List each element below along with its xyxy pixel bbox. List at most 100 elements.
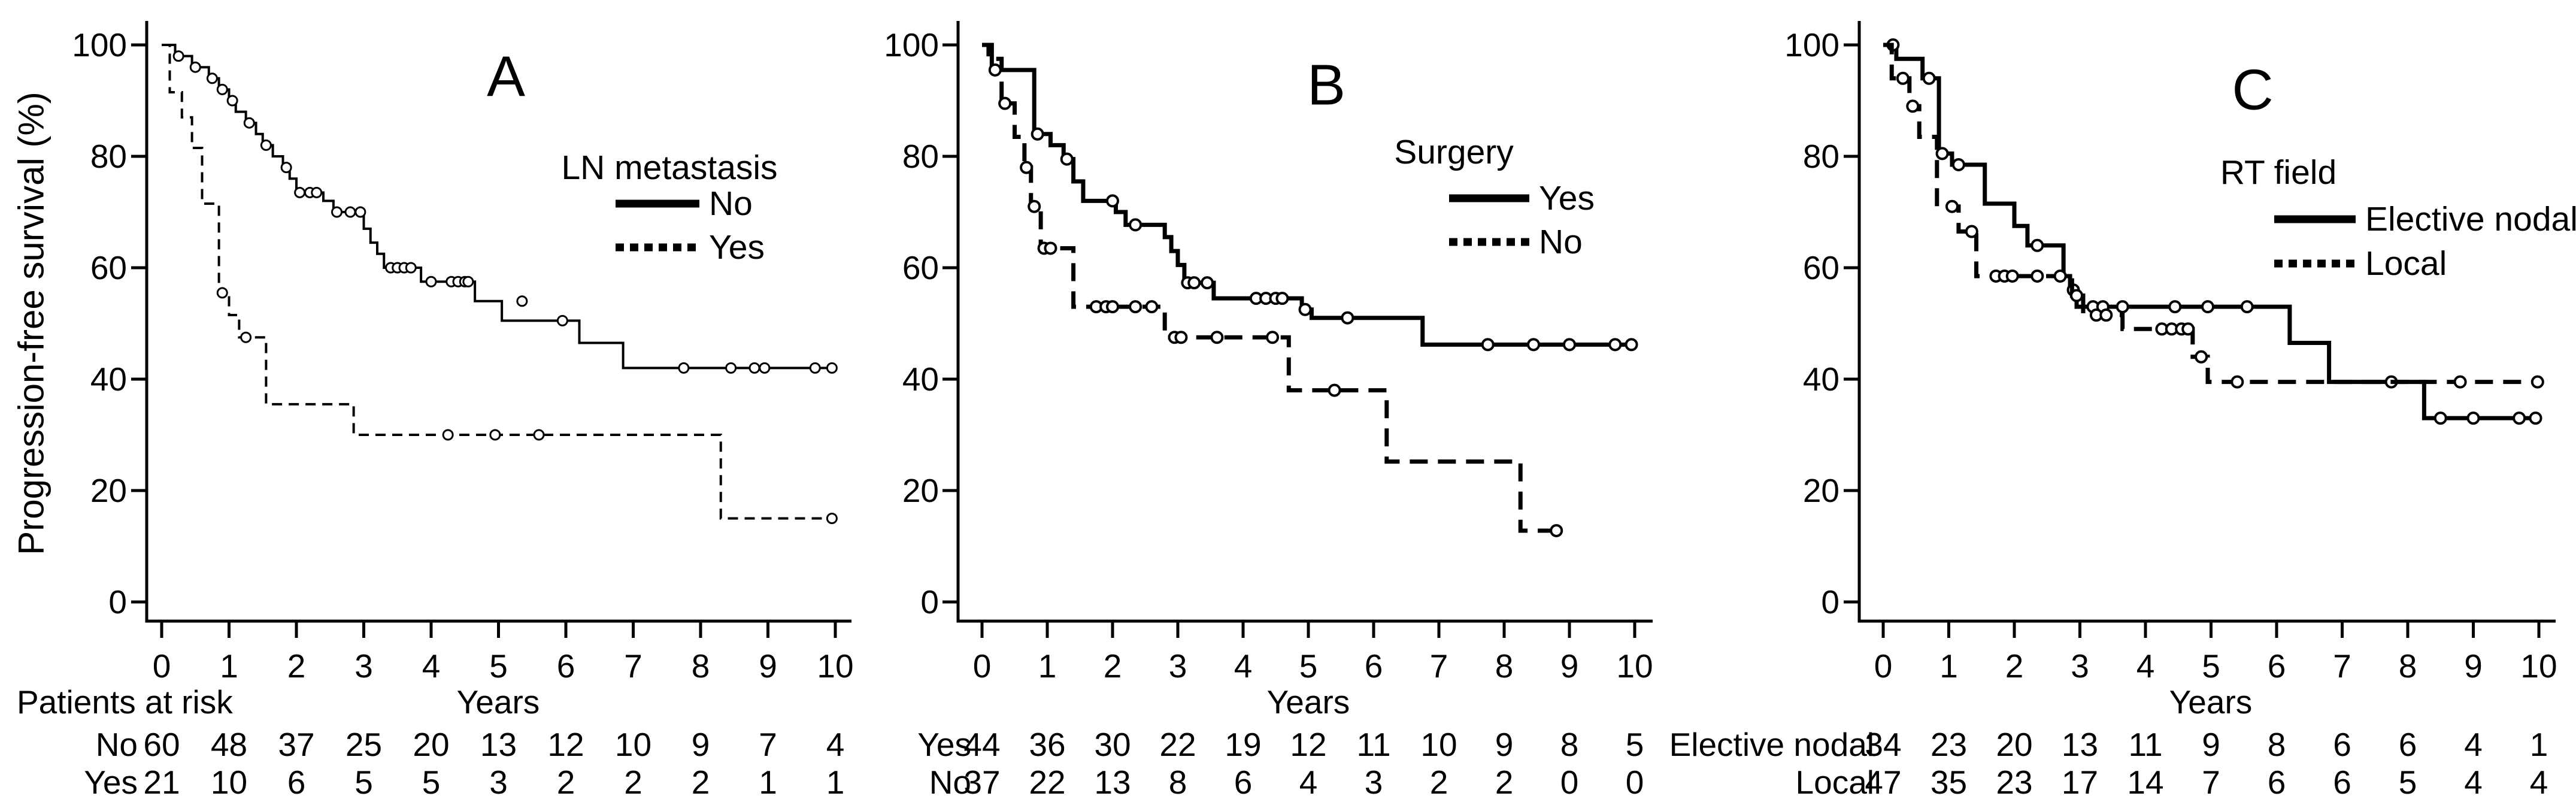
panel-c-risk-count-2-3: 17 xyxy=(2062,764,2098,801)
panel-c-risk-count-1-1: 23 xyxy=(1931,726,1967,763)
panel-c-legend-title: RT field xyxy=(2220,153,2336,192)
panel-a-censor-mark xyxy=(243,117,255,129)
panel-b-censor-mark xyxy=(1020,161,1034,174)
panel-c-censor-mark xyxy=(1951,158,1965,171)
panel-a-x-axis-label: Years xyxy=(457,683,540,721)
panel-b-censor-mark xyxy=(1044,241,1057,255)
panel-b-x-tick-label-10: 10 xyxy=(1616,647,1653,685)
panel-a-x-tick-label-1: 1 xyxy=(220,647,238,685)
panel-b-censor-mark xyxy=(1129,300,1142,314)
panel-a-censor-mark xyxy=(189,61,201,73)
panel-c-x-tick-label-0: 0 xyxy=(1874,647,1893,685)
panel-b-x-axis-label: Years xyxy=(1267,683,1350,721)
panel-b-censor-mark xyxy=(1481,338,1495,352)
panel-a-risk-count-1-6: 12 xyxy=(547,726,584,763)
panel-a-censor-mark xyxy=(354,206,366,218)
panel-a-risk-count-2-6: 2 xyxy=(557,764,575,801)
panel-b-censor-mark xyxy=(1266,331,1280,344)
panel-a-x-tick-label-5: 5 xyxy=(489,647,508,685)
panel-a-censor-mark xyxy=(216,287,228,299)
panel-a-risk-count-1-1: 48 xyxy=(211,726,247,763)
panel-a-risk-row-label-1: No xyxy=(96,726,138,763)
panel-a-censor-mark xyxy=(462,276,474,287)
panel-c-risk-count-1-5: 9 xyxy=(2202,726,2220,763)
panel-c-censor-mark xyxy=(2201,300,2215,314)
panel-b-risk-count-2-3: 8 xyxy=(1169,764,1187,801)
panel-a-x-tick-label-4: 4 xyxy=(422,647,441,685)
panel-c-x-tick-label-7: 7 xyxy=(2333,647,2351,685)
panel-c-y-tick-label-40: 40 xyxy=(1803,361,1839,398)
panel-b-risk-count-1-8: 9 xyxy=(1495,726,1514,763)
panel-b-risk-count-2-9: 0 xyxy=(1560,764,1579,801)
panel-c-risk-count-1-4: 11 xyxy=(2128,726,2162,763)
panel-b-risk-count-2-1: 22 xyxy=(1029,764,1065,801)
panel-a-censor-mark xyxy=(533,429,545,441)
panel-b-y-tick-label-0: 0 xyxy=(920,583,939,621)
panel-c-censor-mark xyxy=(1965,225,1978,238)
panel-a-censor-mark xyxy=(206,72,218,84)
panel-c-censor-mark xyxy=(2240,300,2254,314)
panel-c-x-tick-label-6: 6 xyxy=(2268,647,2286,685)
panel-b-y-tick-label-60: 60 xyxy=(902,249,939,286)
panel-a-censor-mark xyxy=(294,186,306,198)
panel-a-x-tick-label-10: 10 xyxy=(817,647,853,685)
panel-a-risk-count-1-0: 60 xyxy=(143,726,180,763)
panel-a-y-tick-label-80: 80 xyxy=(90,138,127,175)
panel-b-x-tick-label-8: 8 xyxy=(1495,647,1514,685)
panel-c-letter: C xyxy=(2232,58,2273,122)
panel-a-risk-count-2-2: 6 xyxy=(287,764,306,801)
panel-c-risk-count-1-2: 20 xyxy=(1996,726,2032,763)
panel-c-risk-count-1-9: 4 xyxy=(2464,726,2483,763)
panel-c-censor-mark xyxy=(2513,411,2526,425)
panel-a-risk-count-2-7: 2 xyxy=(624,764,643,801)
panel-b-risk-count-1-0: 44 xyxy=(963,726,1000,763)
panel-b-censor-mark xyxy=(1298,302,1312,316)
panel-b-censor-mark xyxy=(1527,338,1541,352)
panel-c-risk-count-2-1: 35 xyxy=(1931,764,1967,801)
panel-b-risk-row-label-1: Yes xyxy=(917,726,971,763)
panel-c-censor-mark xyxy=(2181,322,2195,336)
panel-a-risk-count-2-5: 3 xyxy=(489,764,508,801)
panel-a-legend-label-1: No xyxy=(709,184,753,223)
panel-c-x-tick-label-2: 2 xyxy=(2005,647,2024,685)
panel-c-x-tick-label-9: 9 xyxy=(2464,647,2483,685)
panel-c-censor-mark xyxy=(1896,71,1910,85)
panel-c-risk-row-label-2: Local xyxy=(1796,764,1874,801)
panel-c-risk-count-2-6: 6 xyxy=(2268,764,2286,801)
panel-b-curve-no xyxy=(982,43,1563,533)
panel-b-axes xyxy=(956,21,1653,623)
panel-c-censor-mark xyxy=(1922,71,1936,85)
panel-a-censor-mark xyxy=(826,362,838,374)
panel-b-y-tick-label-20: 20 xyxy=(902,472,939,509)
panel-b-letter: B xyxy=(1307,53,1345,117)
panel-b-risk-count-2-8: 2 xyxy=(1495,764,1514,801)
panel-b-risk-count-2-0: 37 xyxy=(963,764,1000,801)
panel-a-censor-mark xyxy=(759,362,771,374)
panel-b-x-tick-label-2: 2 xyxy=(1104,647,1122,685)
panel-a-censor-mark xyxy=(226,95,238,107)
panel-a-risk-count-1-9: 7 xyxy=(759,726,777,763)
panel-b-risk-count-2-7: 2 xyxy=(1430,764,1448,801)
panel-a-risk-count-1-10: 4 xyxy=(826,726,845,763)
panel-b-risk-count-2-10: 0 xyxy=(1626,764,1644,801)
panel-b-censor-mark xyxy=(1608,338,1622,352)
panel-c-censor-mark xyxy=(2031,238,2044,252)
panel-b-x-tick-label-1: 1 xyxy=(1038,647,1057,685)
panel-a-y-tick-label-60: 60 xyxy=(90,249,127,286)
panel-a-x-tick-label-6: 6 xyxy=(557,647,575,685)
panel-a-x-tick-label-0: 0 xyxy=(153,647,171,685)
panel-c-censor-mark xyxy=(1906,99,1920,113)
panel-c-censor-mark xyxy=(2116,300,2129,314)
panel-a-censor-mark xyxy=(172,50,184,62)
panel-a-risk-count-2-0: 21 xyxy=(143,764,180,801)
panel-b-risk-count-1-10: 5 xyxy=(1626,726,1644,763)
panel-a-x-tick-label-7: 7 xyxy=(624,647,643,685)
panel-a-legend-title: LN metastasis xyxy=(561,149,777,187)
panel-b-censor-mark xyxy=(988,63,1002,77)
panel-b-censor-mark xyxy=(1201,276,1214,290)
panel-b-risk-count-2-5: 4 xyxy=(1299,764,1318,801)
panel-b-censor-mark xyxy=(1028,199,1041,213)
panel-b-censor-mark xyxy=(1060,152,1074,166)
panel-b-x-tick-label-6: 6 xyxy=(1365,647,1383,685)
